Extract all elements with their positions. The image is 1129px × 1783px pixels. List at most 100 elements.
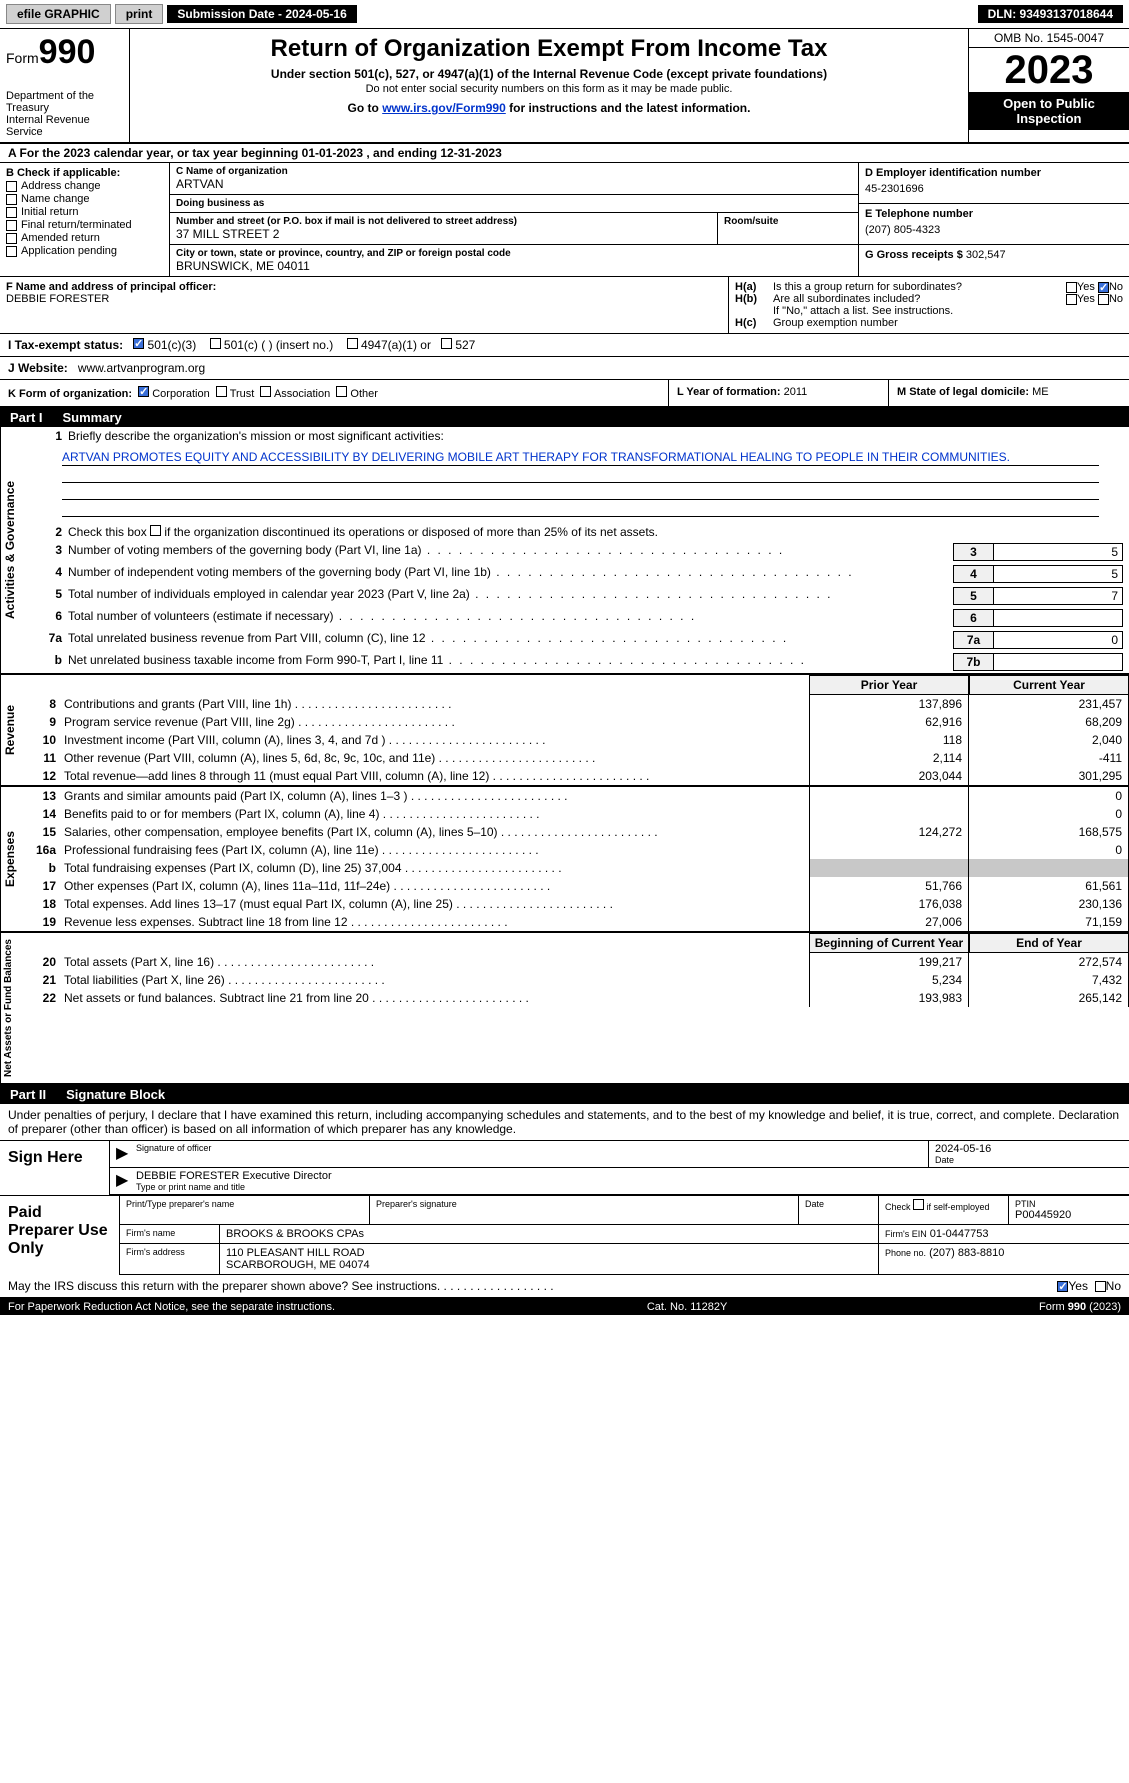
chk-assoc[interactable] [260,386,271,397]
form-subtitle: Under section 501(c), 527, or 4947(a)(1)… [140,67,958,81]
form-header: Form990 Department of the Treasury Inter… [0,29,1129,144]
curr-9: 68,209 [969,713,1129,731]
chk-address-change[interactable] [6,181,17,192]
dept-label: Department of the Treasury Internal Reve… [6,90,123,138]
chk-may-no[interactable] [1095,1281,1106,1292]
value-line-6 [993,609,1123,627]
firm-ein: 01-0447753 [930,1228,989,1240]
vlabel-expenses: Expenses [0,787,32,931]
chk-4947[interactable] [347,338,358,349]
hb-note: If "No," attach a list. See instructions… [735,305,1123,317]
firm-phone: (207) 883-8810 [929,1247,1004,1259]
chk-discontinued[interactable] [150,525,161,536]
value-line-7a: 0 [993,631,1123,649]
form-number: Form990 [6,33,123,72]
print-button[interactable]: print [115,4,164,24]
arrow-icon: ▶ [110,1168,130,1194]
mission-text: ARTVAN PROMOTES EQUITY AND ACCESSIBILITY… [62,449,1099,466]
curr-16a: 0 [969,841,1129,859]
tax-period: A For the 2023 calendar year, or tax yea… [0,144,1129,163]
col-current: Current Year [969,675,1129,695]
perjury-decl: Under penalties of perjury, I declare th… [0,1104,1129,1141]
vlabel-netassets: Net Assets or Fund Balances [0,933,32,1083]
ein: 45-2301696 [865,179,1123,199]
chk-self-employed[interactable] [913,1199,924,1210]
prior-18: 176,038 [809,895,969,913]
box-d: D Employer identification number 45-2301… [859,163,1129,276]
form-org-row: K Form of organization: Corporation Trus… [0,380,1129,408]
chk-501c[interactable] [210,338,221,349]
prior-22: 193,983 [809,989,969,1007]
chk-ha-no[interactable] [1098,282,1109,293]
chk-other[interactable] [336,386,347,397]
chk-amended-return[interactable] [6,233,17,244]
value-line-3: 5 [993,543,1123,561]
curr-8: 231,457 [969,695,1129,713]
irs-link[interactable]: www.irs.gov/Form990 [382,101,506,115]
year-formation: 2011 [784,386,808,398]
prior-8: 137,896 [809,695,969,713]
group-exemption: Group exemption number [773,317,898,329]
chk-trust[interactable] [216,386,227,397]
value-line-5: 7 [993,587,1123,605]
prior-10: 118 [809,731,969,749]
chk-corp[interactable] [138,386,149,397]
chk-527[interactable] [441,338,452,349]
curr-17: 61,561 [969,877,1129,895]
principal-officer: DEBBIE FORESTER [6,293,722,305]
col-begin: Beginning of Current Year [809,933,969,953]
prior-14 [809,805,969,823]
col-end: End of Year [969,933,1129,953]
chk-ha-yes[interactable] [1066,282,1077,293]
curr-22: 265,142 [969,989,1129,1007]
vlabel-ag: Activities & Governance [0,427,32,673]
revenue-section: Revenue Prior Year Current Year 8 Contri… [0,675,1129,787]
chk-hb-no[interactable] [1098,294,1109,305]
form-title: Return of Organization Exempt From Incom… [140,35,958,63]
prior-19: 27,006 [809,913,969,931]
chk-application-pending[interactable] [6,246,17,257]
city-state-zip: BRUNSWICK, ME 04011 [176,259,852,273]
sign-date: 2024-05-16 [935,1143,1123,1155]
curr-11: -411 [969,749,1129,767]
cat-no: Cat. No. 11282Y [647,1301,728,1313]
expenses-section: Expenses 13 Grants and similar amounts p… [0,787,1129,933]
part2-header: Part II Signature Block [0,1085,1129,1104]
chk-name-change[interactable] [6,194,17,205]
curr-19: 71,159 [969,913,1129,931]
paid-preparer-label: Paid Preparer Use Only [0,1196,120,1275]
curr-18: 230,136 [969,895,1129,913]
signature-block: Under penalties of perjury, I declare th… [0,1104,1129,1297]
prior-21: 5,234 [809,971,969,989]
prior-15: 124,272 [809,823,969,841]
value-line-4: 5 [993,565,1123,583]
goto-line: Go to www.irs.gov/Form990 for instructio… [140,101,958,115]
firm-name: BROOKS & BROOKS CPAs [220,1225,879,1243]
curr-21: 7,432 [969,971,1129,989]
org-name: ARTVAN [176,177,852,191]
chk-may-yes[interactable] [1057,1281,1068,1292]
curr-12: 301,295 [969,767,1129,785]
dln-badge: DLN: 93493137018644 [978,5,1123,23]
curr-15: 168,575 [969,823,1129,841]
prior-11: 2,114 [809,749,969,767]
open-to-public: Open to Public Inspection [969,92,1129,130]
chk-initial-return[interactable] [6,207,17,218]
paid-preparer: Paid Preparer Use Only Print/Type prepar… [0,1195,1129,1275]
chk-final-return[interactable] [6,220,17,231]
omb-number: OMB No. 1545-0047 [969,29,1129,48]
tax-exempt-row: I Tax-exempt status: 501(c)(3) 501(c) ( … [0,334,1129,357]
submission-date: Submission Date - 2024-05-16 [167,5,356,23]
gross-receipts: 302,547 [966,249,1006,261]
state-domicile: ME [1032,386,1049,398]
sign-here-label: Sign Here [0,1141,110,1195]
netassets-section: Net Assets or Fund Balances Beginning of… [0,933,1129,1085]
box-b: B Check if applicable: Address change Na… [0,163,170,276]
arrow-icon: ▶ [110,1141,130,1167]
prior-16a [809,841,969,859]
chk-501c3[interactable] [133,338,144,349]
chk-hb-yes[interactable] [1066,294,1077,305]
part1-header: Part I Summary [0,408,1129,427]
officer-name: DEBBIE FORESTER Executive Director [136,1170,1123,1182]
curr-13: 0 [969,787,1129,805]
